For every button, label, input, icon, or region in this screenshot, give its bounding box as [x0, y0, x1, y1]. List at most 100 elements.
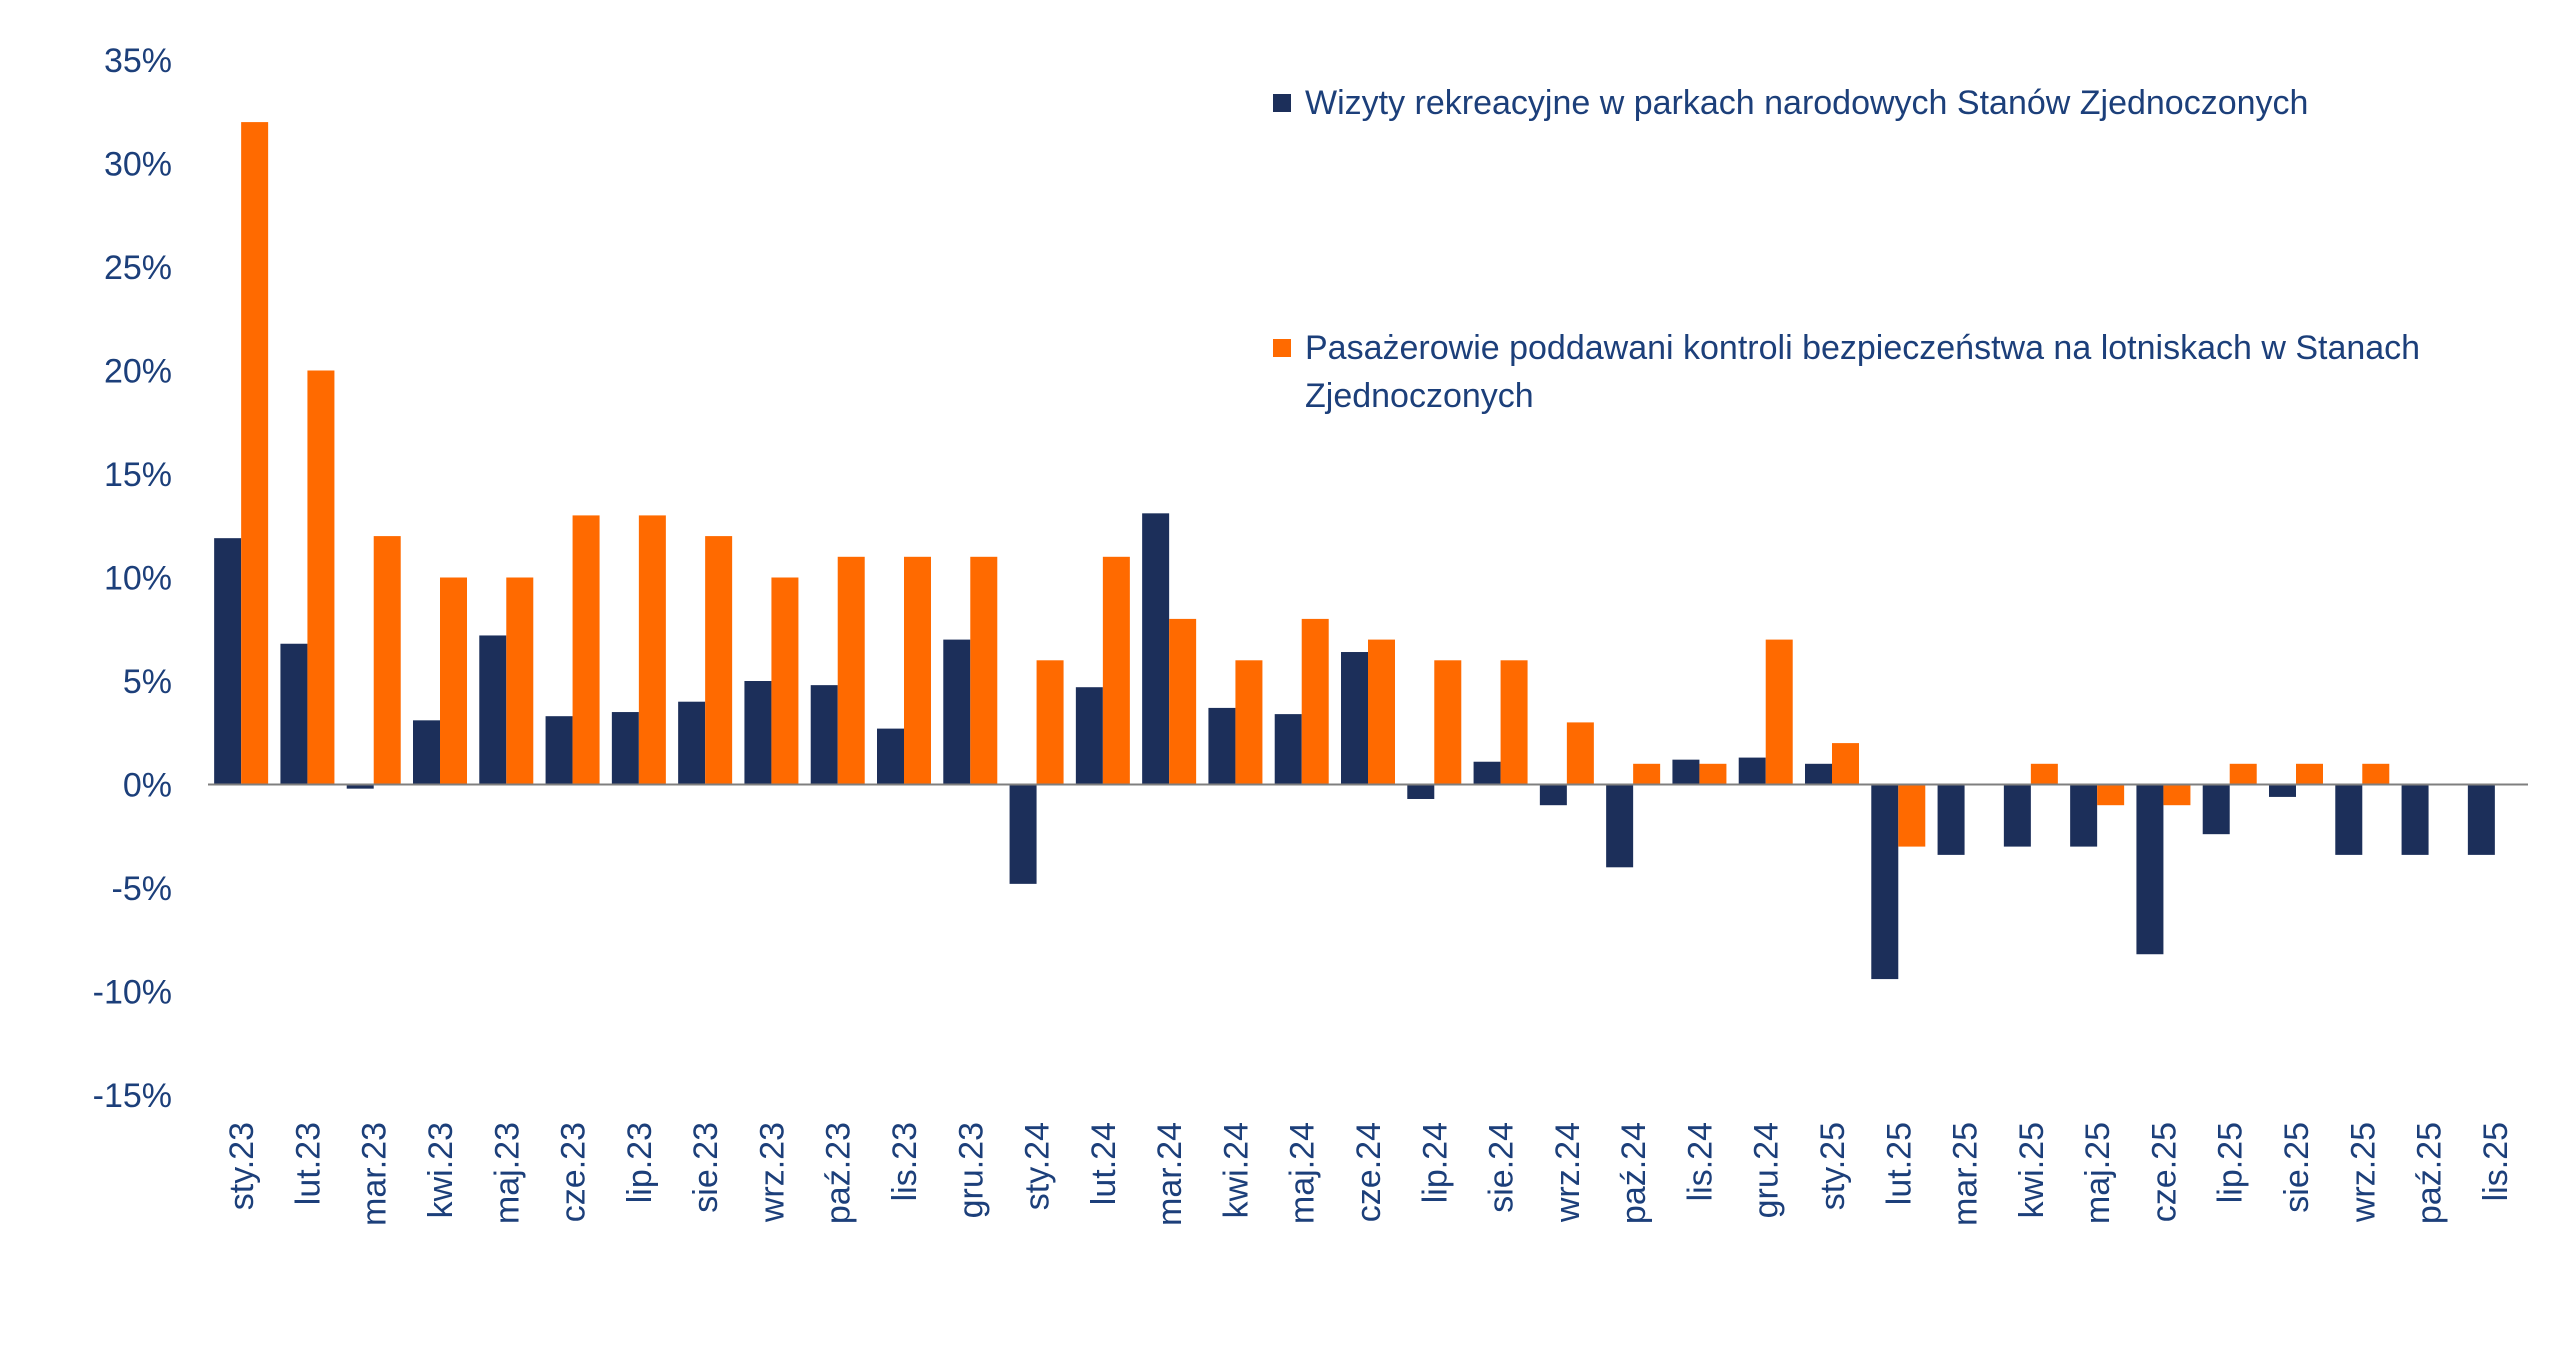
x-tick-label: sty.23	[223, 1122, 261, 1210]
y-tick-label: -10%	[93, 974, 172, 1012]
legend-item-parks: Wizyty rekreacyjne w parkach narodowych …	[1273, 79, 2473, 127]
y-axis-ticks: 35% 30% 25% 20% 15% 10% 5% 0% -5% -10% -15%	[93, 42, 172, 1115]
bar-airports-lis.23	[904, 556, 931, 785]
bar-airports-maj.25	[2097, 784, 2125, 806]
x-tick-label: cze.24	[1350, 1122, 1388, 1222]
bar-parks-cze.23	[545, 716, 573, 785]
bar-airports-lip.24	[1434, 660, 1462, 785]
x-tick-label: cze.23	[555, 1122, 593, 1222]
bar-parks-cze.25	[2136, 784, 2164, 955]
x-tick-label: lut.23	[289, 1122, 327, 1205]
legend-label-airports: Pasażerowie poddawani kontroli bezpiecze…	[1305, 329, 2421, 415]
x-tick-label: cze.25	[2145, 1122, 2183, 1222]
bar-airports-wrz.25	[2362, 763, 2390, 785]
y-tick-label: 30%	[104, 146, 172, 184]
bar-airports-lut.23	[307, 370, 335, 785]
x-tick-label: mar.23	[356, 1122, 394, 1226]
x-tick-label: lut.25	[1880, 1122, 1918, 1205]
bar-airports-mar.23	[373, 536, 401, 785]
y-tick-label: 15%	[104, 456, 172, 494]
bar-parks-cze.24	[1341, 652, 1368, 785]
bar-airports-wrz.23	[771, 577, 799, 785]
x-tick-label: lis.25	[2477, 1122, 2515, 1201]
x-tick-label: wrz.25	[2344, 1122, 2382, 1223]
y-tick-label: 35%	[104, 42, 172, 80]
bar-parks-lis.23	[877, 728, 904, 785]
bars	[214, 122, 2495, 980]
bar-airports-paź.24	[1633, 763, 1661, 785]
bar-airports-sie.23	[705, 536, 733, 785]
x-tick-label: lis.24	[1681, 1122, 1719, 1201]
x-tick-label: lip.23	[621, 1122, 659, 1203]
bar-airports-lip.23	[638, 515, 666, 785]
bar-airports-sty.24	[1036, 660, 1064, 785]
bar-parks-lut.23	[280, 643, 308, 785]
bar-parks-paź.24	[1606, 784, 1634, 868]
legend-label-parks: Wizyty rekreacyjne w parkach narodowych …	[1305, 84, 2309, 122]
bar-parks-kwi.23	[413, 720, 440, 785]
x-tick-label: maj.25	[2079, 1122, 2117, 1224]
bar-parks-maj.25	[2070, 784, 2098, 847]
x-tick-label: maj.24	[1284, 1122, 1322, 1224]
bar-parks-kwi.25	[2003, 784, 2031, 847]
legend-swatch-airports	[1273, 339, 1291, 357]
x-tick-label: lis.23	[886, 1122, 924, 1201]
bar-airports-sty.25	[1832, 743, 1859, 785]
x-tick-label: sty.24	[1019, 1122, 1057, 1210]
bar-parks-kwi.24	[1208, 707, 1236, 785]
bar-parks-paź.23	[810, 685, 838, 785]
bar-airports-sie.25	[2296, 763, 2323, 785]
x-tick-label: lip.25	[2212, 1122, 2250, 1203]
x-tick-label: kwi.25	[2013, 1122, 2051, 1218]
bar-parks-paź.25	[2401, 784, 2429, 855]
bar-airports-lut.25	[1898, 784, 1926, 847]
bar-parks-lis.25	[2467, 784, 2495, 855]
x-tick-label: sie.25	[2278, 1122, 2316, 1213]
bar-airports-wrz.24	[1566, 722, 1594, 785]
x-tick-label: maj.23	[488, 1122, 526, 1224]
bar-parks-sie.23	[678, 701, 706, 785]
bar-parks-lut.24	[1075, 687, 1103, 785]
bar-parks-gru.24	[1738, 757, 1766, 785]
x-tick-label: lip.24	[1416, 1122, 1454, 1203]
bar-parks-lip.24	[1407, 784, 1435, 799]
x-tick-label: gru.23	[952, 1122, 990, 1218]
bar-parks-sie.25	[2269, 784, 2296, 797]
bar-parks-lut.25	[1871, 784, 1899, 980]
bar-airports-kwi.24	[1235, 660, 1263, 785]
bar-parks-maj.23	[479, 635, 507, 785]
bar-airports-maj.24	[1301, 618, 1329, 785]
x-tick-label: sty.25	[1814, 1122, 1852, 1210]
bar-parks-mar.24	[1142, 513, 1170, 785]
x-tick-label: mar.24	[1151, 1122, 1189, 1226]
y-tick-label: 25%	[104, 249, 172, 287]
bar-airports-cze.23	[572, 515, 600, 785]
legend-swatch-parks	[1273, 94, 1291, 112]
x-tick-label: paź.24	[1615, 1122, 1653, 1224]
x-tick-label: paź.23	[820, 1122, 858, 1224]
y-tick-label: -5%	[112, 870, 172, 908]
x-tick-label: mar.25	[1947, 1122, 1985, 1226]
x-tick-label: sie.23	[687, 1122, 725, 1213]
y-tick-label: 5%	[123, 663, 172, 701]
bar-parks-lip.23	[611, 712, 639, 785]
x-tick-label: kwi.24	[1217, 1122, 1255, 1218]
bar-airports-kwi.23	[440, 577, 467, 785]
bar-parks-lis.24	[1672, 759, 1700, 785]
bar-airports-gru.23	[970, 556, 998, 785]
bar-airports-gru.24	[1765, 639, 1793, 785]
bar-airports-sie.24	[1500, 660, 1528, 785]
bar-parks-wrz.23	[744, 681, 772, 785]
bar-parks-mar.25	[1937, 784, 1965, 855]
bar-parks-sty.23	[214, 538, 242, 785]
bar-airports-lip.25	[2229, 763, 2257, 785]
x-tick-label: gru.24	[1748, 1122, 1786, 1218]
bar-parks-maj.24	[1274, 714, 1302, 785]
x-tick-label: kwi.23	[422, 1122, 460, 1218]
bar-parks-wrz.25	[2335, 784, 2363, 855]
x-tick-label: paź.25	[2411, 1122, 2449, 1224]
x-tick-label: wrz.23	[753, 1122, 791, 1223]
bar-parks-sty.24	[1009, 784, 1037, 884]
bar-airports-cze.24	[1368, 639, 1395, 785]
